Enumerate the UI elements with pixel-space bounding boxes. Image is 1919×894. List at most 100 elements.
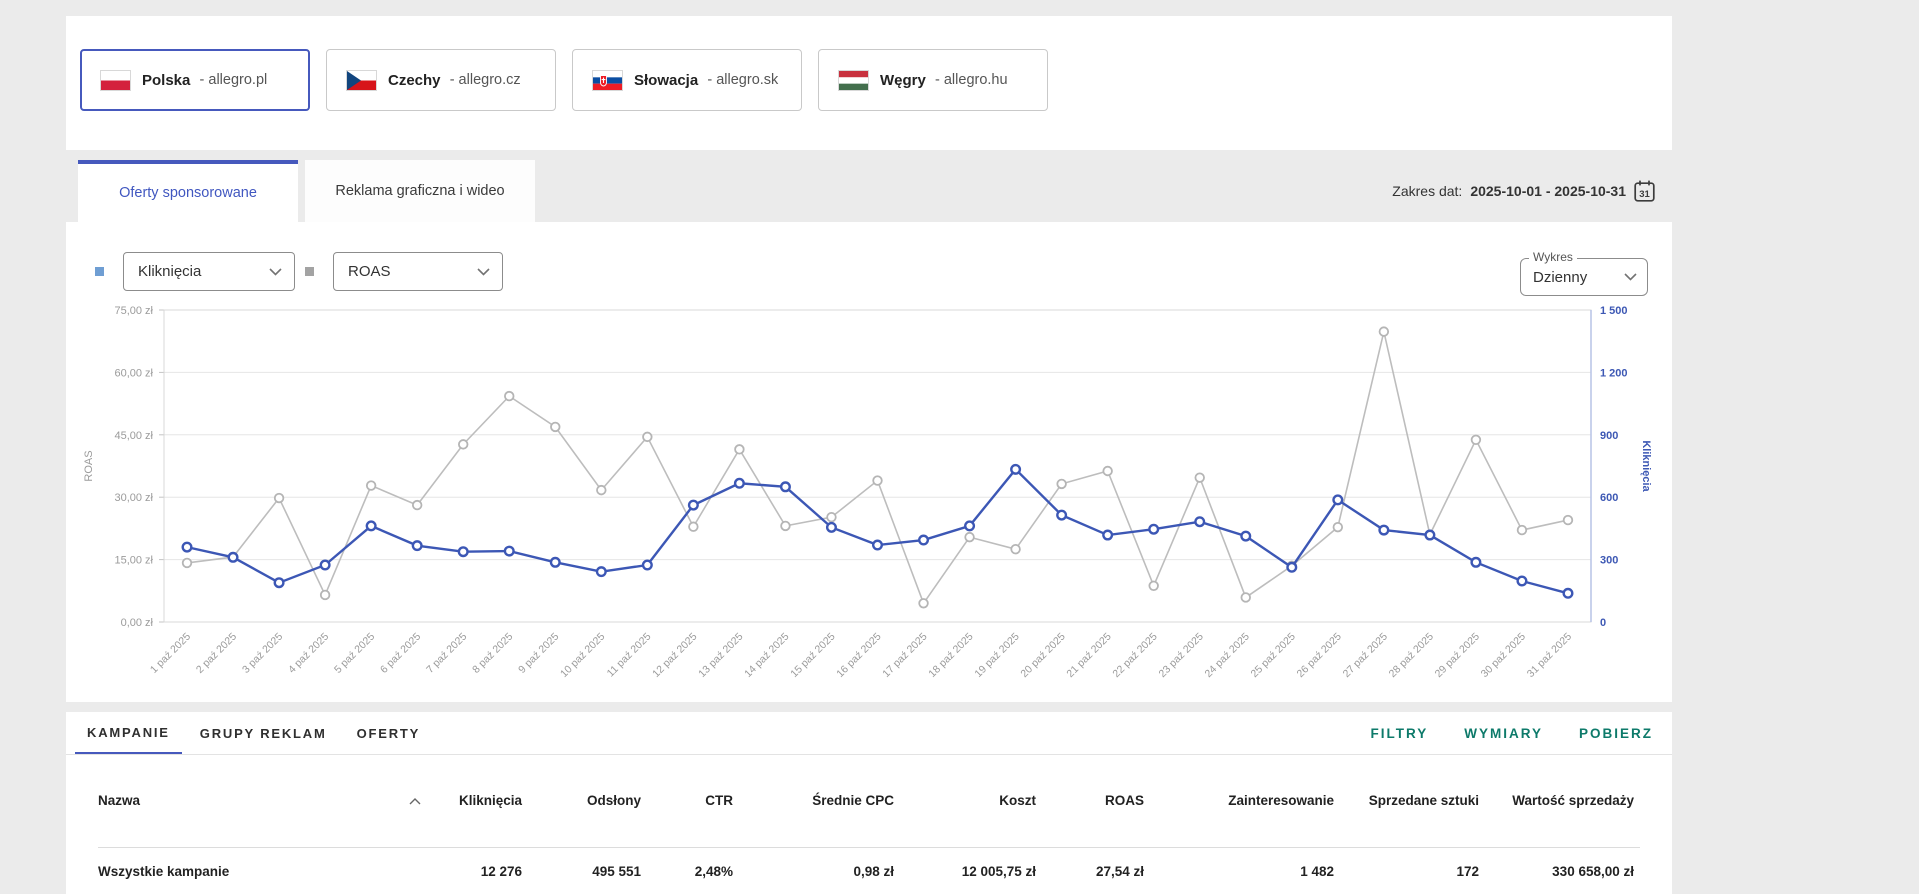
table-tab-grupy-reklam[interactable]: GRUPY REKLAM xyxy=(199,725,327,741)
row-value: 27,54 zł xyxy=(1095,863,1144,879)
svg-text:0: 0 xyxy=(1600,617,1606,629)
svg-text:2 paź 2025: 2 paź 2025 xyxy=(194,631,239,676)
svg-text:1 paź 2025: 1 paź 2025 xyxy=(148,631,193,676)
column-header[interactable]: Średnie CPC xyxy=(812,792,894,808)
table-tab-kampanie[interactable]: KAMPANIE xyxy=(75,712,182,754)
column-header[interactable]: Sprzedane sztuki xyxy=(1368,792,1479,808)
tab-reklama-label: Reklama graficzna i wideo xyxy=(335,183,505,199)
column-header[interactable]: Kliknięcia xyxy=(458,792,522,808)
date-range-picker[interactable]: Zakres dat: 2025-10-01 - 2025-10-31 31 xyxy=(1392,160,1655,222)
row-value: 0,98 zł xyxy=(853,863,894,879)
column-header-nazwa[interactable]: Nazwa xyxy=(98,792,141,808)
table-actions: FILTRY WYMIARY POBIERZ xyxy=(1370,712,1653,754)
marketplace-card: Polska - allegro.pl Czechy - allegro.cz Sł… xyxy=(66,16,1672,150)
marketplace-button-cz[interactable]: Czechy - allegro.cz xyxy=(326,49,556,111)
table-row: Wszystkie kampanie 12 276 495 551 2,48% 0,98… xyxy=(98,848,1634,894)
marketplace-name: Polska xyxy=(142,71,195,89)
marketplace-domain: - allegro.pl xyxy=(199,72,268,88)
date-range-value: 2025-10-01 - 2025-10-31 xyxy=(1470,183,1626,199)
metric1-value: Kliknięcia xyxy=(138,263,202,280)
metric2-swatch-icon xyxy=(305,267,314,276)
svg-text:11 paź 2025: 11 paź 2025 xyxy=(605,631,654,680)
marketplace-switcher: Polska - allegro.pl Czechy - allegro.cz Sł… xyxy=(80,49,1048,111)
chart-interval-select[interactable]: Wykres Dzienny xyxy=(1520,250,1648,296)
svg-text:900: 900 xyxy=(1600,430,1618,442)
table-tab-oferty[interactable]: OFERTY xyxy=(356,725,421,741)
svg-text:300: 300 xyxy=(1600,555,1618,567)
svg-text:27 paź 2025: 27 paź 2025 xyxy=(1341,631,1390,680)
action-filtry[interactable]: FILTRY xyxy=(1370,725,1429,741)
svg-text:23 paź 2025: 23 paź 2025 xyxy=(1156,631,1205,680)
chevron-down-icon xyxy=(1624,273,1637,281)
svg-text:3 paź 2025: 3 paź 2025 xyxy=(240,631,285,676)
svg-text:29 paź 2025: 29 paź 2025 xyxy=(1433,631,1482,680)
svg-text:600: 600 xyxy=(1600,492,1618,504)
table-header-row: Nazwa Kliknięcia Odsłony CTR Średnie CPC Kosz… xyxy=(98,755,1640,848)
row-value: 172 xyxy=(1456,863,1479,879)
column-header[interactable]: Odsłony xyxy=(586,792,641,808)
svg-text:20 paź 2025: 20 paź 2025 xyxy=(1018,631,1067,680)
tab-oferty-sponsorowane[interactable]: Oferty sponsorowane xyxy=(78,160,298,222)
svg-text:31 paź 2025: 31 paź 2025 xyxy=(1525,631,1574,680)
calendar-day-number: 31 xyxy=(1639,189,1650,200)
svg-text:30 paź 2025: 30 paź 2025 xyxy=(1479,631,1528,680)
column-header[interactable]: ROAS xyxy=(1104,792,1144,808)
svg-text:9 paź 2025: 9 paź 2025 xyxy=(516,631,561,676)
svg-text:19 paź 2025: 19 paź 2025 xyxy=(972,631,1021,680)
column-header[interactable]: Zainteresowanie xyxy=(1228,792,1334,808)
svg-text:45,00 zł: 45,00 zł xyxy=(114,430,153,442)
marketplace-button-sk[interactable]: Słowacja - allegro.sk xyxy=(572,49,802,111)
svg-text:1 500: 1 500 xyxy=(1600,305,1628,317)
marketplace-name: Słowacja xyxy=(634,71,703,89)
svg-text:75,00 zł: 75,00 zł xyxy=(114,305,153,317)
svg-text:ROAS: ROAS xyxy=(83,450,95,481)
flag-poland-icon xyxy=(101,70,130,90)
svg-text:25 paź 2025: 25 paź 2025 xyxy=(1249,631,1298,680)
row-value: 495 551 xyxy=(592,863,641,879)
row-value: 12 005,75 zł xyxy=(961,863,1036,879)
svg-text:Kliknięcia: Kliknięcia xyxy=(1640,440,1652,492)
tab-oferty-label: Oferty sponsorowane xyxy=(119,185,257,201)
chart-interval-label: Wykres xyxy=(1529,250,1577,264)
svg-text:10 paź 2025: 10 paź 2025 xyxy=(558,631,607,680)
flag-czechia-icon xyxy=(347,70,376,90)
marketplace-button-pl[interactable]: Polska - allegro.pl xyxy=(80,49,310,111)
action-pobierz[interactable]: POBIERZ xyxy=(1578,725,1653,741)
svg-text:5 paź 2025: 5 paź 2025 xyxy=(332,631,377,676)
sort-ascending-icon[interactable] xyxy=(400,793,430,810)
flag-hungary-icon xyxy=(839,70,868,90)
svg-text:4 paź 2025: 4 paź 2025 xyxy=(286,631,331,676)
action-wymiary[interactable]: WYMIARY xyxy=(1464,725,1543,741)
svg-text:7 paź 2025: 7 paź 2025 xyxy=(424,631,469,676)
svg-text:28 paź 2025: 28 paź 2025 xyxy=(1387,631,1436,680)
tab-reklama-graficzna-i-wideo[interactable]: Reklama graficzna i wideo xyxy=(305,160,535,222)
metric2-select[interactable]: ROAS xyxy=(333,252,503,291)
table-tabs: KAMPANIE GRUPY REKLAM OFERTY FILTRY WYMIARY P… xyxy=(66,712,1672,755)
calendar-icon[interactable]: 31 xyxy=(1634,180,1655,202)
marketplace-domain: - allegro.hu xyxy=(935,72,1008,88)
column-header[interactable]: Wartość sprzedaży xyxy=(1512,792,1634,808)
svg-text:22 paź 2025: 22 paź 2025 xyxy=(1110,631,1159,680)
metric1-swatch-icon xyxy=(95,267,104,276)
row-value: 1 482 xyxy=(1300,863,1334,879)
section-tabs: Oferty sponsorowane Reklama graficzna i … xyxy=(66,160,1672,222)
marketplace-name: Węgry xyxy=(880,71,931,89)
row-value: 330 658,00 zł xyxy=(1552,863,1634,879)
column-header[interactable]: CTR xyxy=(705,792,733,808)
flag-slovakia-icon xyxy=(593,70,622,90)
marketplace-domain: - allegro.sk xyxy=(707,72,779,88)
row-value: 2,48% xyxy=(694,863,733,879)
marketplace-button-hu[interactable]: Węgry - allegro.hu xyxy=(818,49,1048,111)
metric1-select[interactable]: Kliknięcia xyxy=(123,252,295,291)
svg-text:24 paź 2025: 24 paź 2025 xyxy=(1203,631,1252,680)
svg-text:14 paź 2025: 14 paź 2025 xyxy=(742,631,791,680)
svg-text:60,00 zł: 60,00 zł xyxy=(114,367,153,379)
svg-text:6 paź 2025: 6 paź 2025 xyxy=(378,631,423,676)
svg-text:0,00 zł: 0,00 zł xyxy=(121,617,154,629)
svg-text:16 paź 2025: 16 paź 2025 xyxy=(834,631,883,680)
svg-text:26 paź 2025: 26 paź 2025 xyxy=(1295,631,1344,680)
column-header[interactable]: Koszt xyxy=(999,792,1036,808)
svg-text:30,00 zł: 30,00 zł xyxy=(114,492,153,504)
row-value: 12 276 xyxy=(480,863,522,879)
svg-text:21 paź 2025: 21 paź 2025 xyxy=(1064,631,1113,680)
